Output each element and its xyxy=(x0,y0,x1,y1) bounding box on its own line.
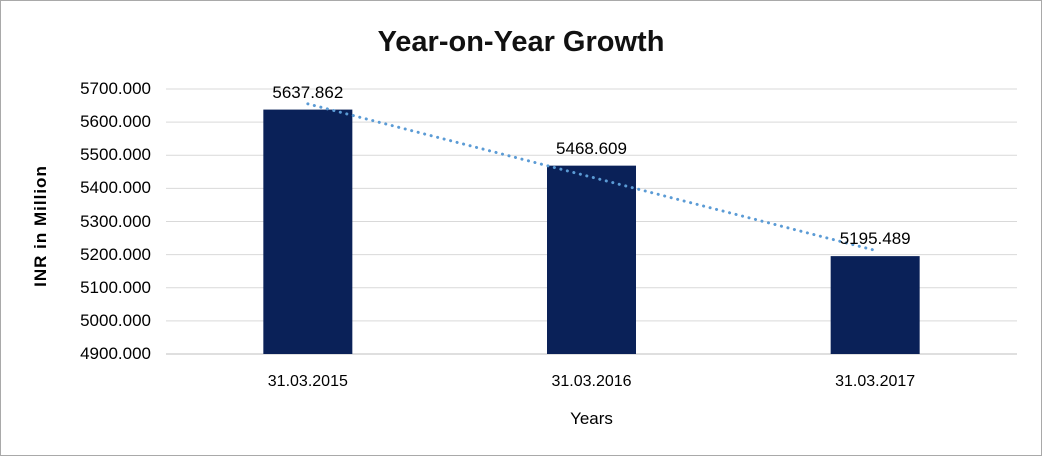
x-tick-label: 31.03.2015 xyxy=(267,373,348,390)
bar-31.03.2015 xyxy=(263,109,353,354)
y-tick-label: 5000.000 xyxy=(80,310,151,330)
bar-data-label: 5195.489 xyxy=(839,229,911,249)
chart-title: Year-on-Year Growth xyxy=(377,26,665,58)
y-tick-label: 5100.000 xyxy=(80,277,151,297)
x-tick-label: 31.03.2016 xyxy=(551,373,632,390)
y-tick-label: 5400.000 xyxy=(80,178,151,198)
y-tick-label: 5500.000 xyxy=(80,145,151,165)
bar-31.03.2017 xyxy=(830,256,920,354)
bar-data-label: 5637.862 xyxy=(272,82,344,102)
y-tick-label: 5200.000 xyxy=(80,244,151,264)
y-tick-label: 5700.000 xyxy=(80,79,151,98)
y-tick-label: 5600.000 xyxy=(80,112,151,132)
y-tick-label: 4900.000 xyxy=(80,344,151,363)
trendline xyxy=(306,102,877,252)
y-tick-label: 5300.000 xyxy=(80,211,151,231)
bar-31.03.2016 xyxy=(547,165,636,354)
bar-data-label: 5468.609 xyxy=(556,138,627,158)
x-axis-title: Years xyxy=(570,409,613,428)
x-tick-label: 31.03.2017 xyxy=(835,373,916,390)
